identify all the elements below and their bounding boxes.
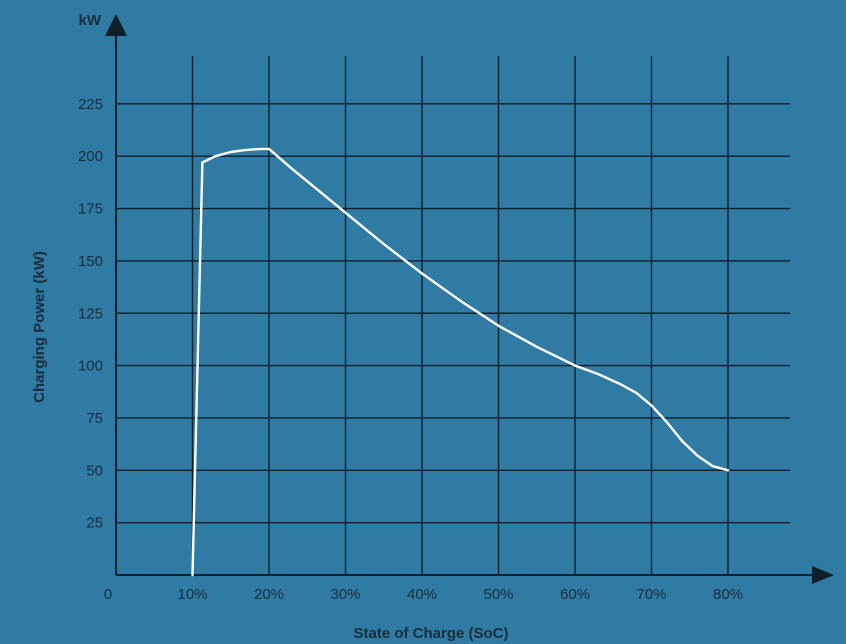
- y-tick-label: 225: [78, 96, 103, 113]
- y-axis-title: Charging Power (kW): [31, 251, 48, 403]
- y-tick-label: 175: [78, 201, 103, 218]
- x-tick-label: 50%: [483, 586, 513, 603]
- y-tick-label: 150: [78, 253, 103, 270]
- x-tick-label: 70%: [636, 586, 666, 603]
- x-tick-label: 10%: [177, 586, 207, 603]
- x-tick-label: 30%: [330, 586, 360, 603]
- y-tick-label: 50: [86, 462, 103, 479]
- y-tick-label: 125: [78, 305, 103, 322]
- x-axis-arrow-icon: [812, 566, 834, 584]
- x-origin-label: 0: [104, 586, 112, 603]
- x-tick-label: 40%: [407, 586, 437, 603]
- x-tick-label: 80%: [713, 586, 743, 603]
- y-axis-arrow-icon: [105, 14, 127, 36]
- grid: [116, 56, 790, 575]
- charging-curve-line: [191, 147, 730, 577]
- tick-labels: 10% 20% 30% 40% 50% 60% 70% 80% 25 50 75 100 125 150 1…: [78, 96, 743, 603]
- x-axis-title: State of Charge (SoC): [353, 625, 508, 642]
- y-tick-label: 200: [78, 148, 103, 165]
- y-tick-label: 25: [86, 515, 103, 532]
- axes: [105, 14, 834, 584]
- x-tick-label: 60%: [560, 586, 590, 603]
- y-tick-label: 75: [86, 410, 103, 427]
- y-tick-label: 100: [78, 358, 103, 375]
- series: [191, 147, 730, 577]
- x-tick-label: 20%: [254, 586, 284, 603]
- y-unit-label: kW: [79, 12, 102, 29]
